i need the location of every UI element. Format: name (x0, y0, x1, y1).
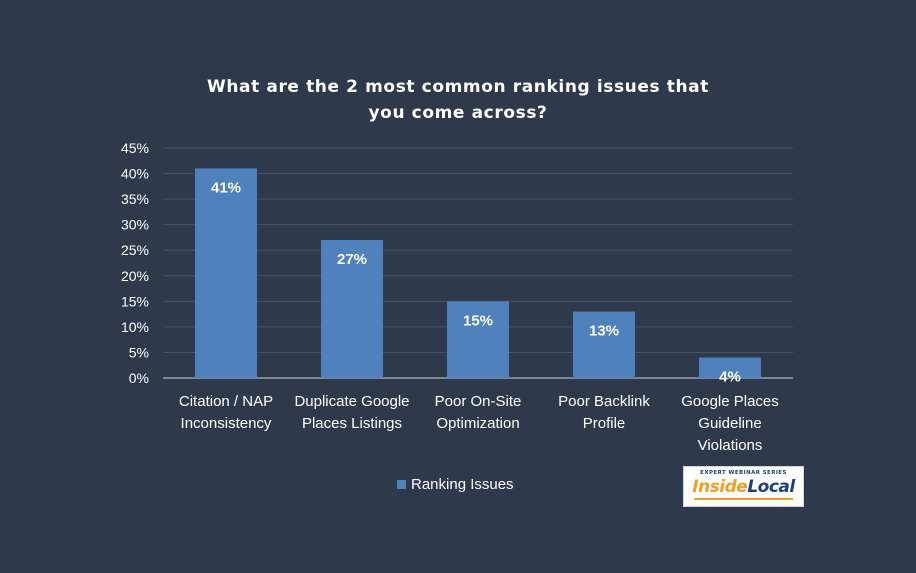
x-category-label: Google Places (681, 393, 779, 410)
logo-word-local: Local (747, 477, 795, 497)
data-label: 4% (719, 369, 741, 386)
data-label: 27% (337, 251, 367, 268)
x-category-label: Profile (583, 415, 626, 432)
logo-word-inside: Inside (692, 477, 748, 497)
bar (321, 240, 383, 378)
x-category-label: Violations (698, 437, 763, 454)
y-tick-label: 45% (121, 140, 149, 156)
y-tick-label: 35% (121, 191, 149, 207)
y-tick-label: 5% (129, 344, 149, 360)
y-tick-label: 15% (121, 293, 149, 309)
y-tick-label: 0% (129, 370, 149, 386)
bar (447, 301, 509, 378)
logo-wordmark: InsideLocal (684, 476, 803, 498)
chart-title: What are the 2 most common ranking issue… (180, 74, 736, 126)
inside-local-logo: EXPERT WEBINAR SERIES InsideLocal (683, 466, 804, 507)
legend-label: Ranking Issues (411, 476, 514, 493)
x-category-label: Poor Backlink (558, 393, 650, 410)
data-label: 41% (211, 179, 241, 196)
chart-title-line-2: you come across? (368, 103, 548, 123)
y-tick-label: 30% (121, 217, 149, 233)
x-category-label: Optimization (436, 415, 519, 432)
x-category-label: Places Listings (302, 415, 402, 432)
y-tick-label: 20% (121, 268, 149, 284)
legend: Ranking Issues (397, 476, 514, 493)
x-category-label: Citation / NAP (179, 393, 273, 410)
y-tick-label: 10% (121, 319, 149, 335)
chart-title-line-1: What are the 2 most common ranking issue… (207, 77, 709, 97)
y-tick-label: 25% (121, 242, 149, 258)
bar (195, 168, 257, 378)
x-category-label: Poor On-Site (435, 393, 522, 410)
data-label: 15% (463, 312, 493, 329)
x-category-label: Duplicate Google (294, 393, 409, 410)
logo-rule (694, 498, 793, 500)
bar (699, 357, 761, 378)
bar (573, 311, 635, 378)
x-category-label: Inconsistency (181, 415, 272, 432)
y-tick-label: 40% (121, 166, 149, 182)
data-label: 13% (589, 323, 619, 340)
logo-top-text: EXPERT WEBINAR SERIES (700, 470, 787, 476)
x-category-label: Guideline (698, 415, 761, 432)
legend-swatch (397, 480, 406, 489)
